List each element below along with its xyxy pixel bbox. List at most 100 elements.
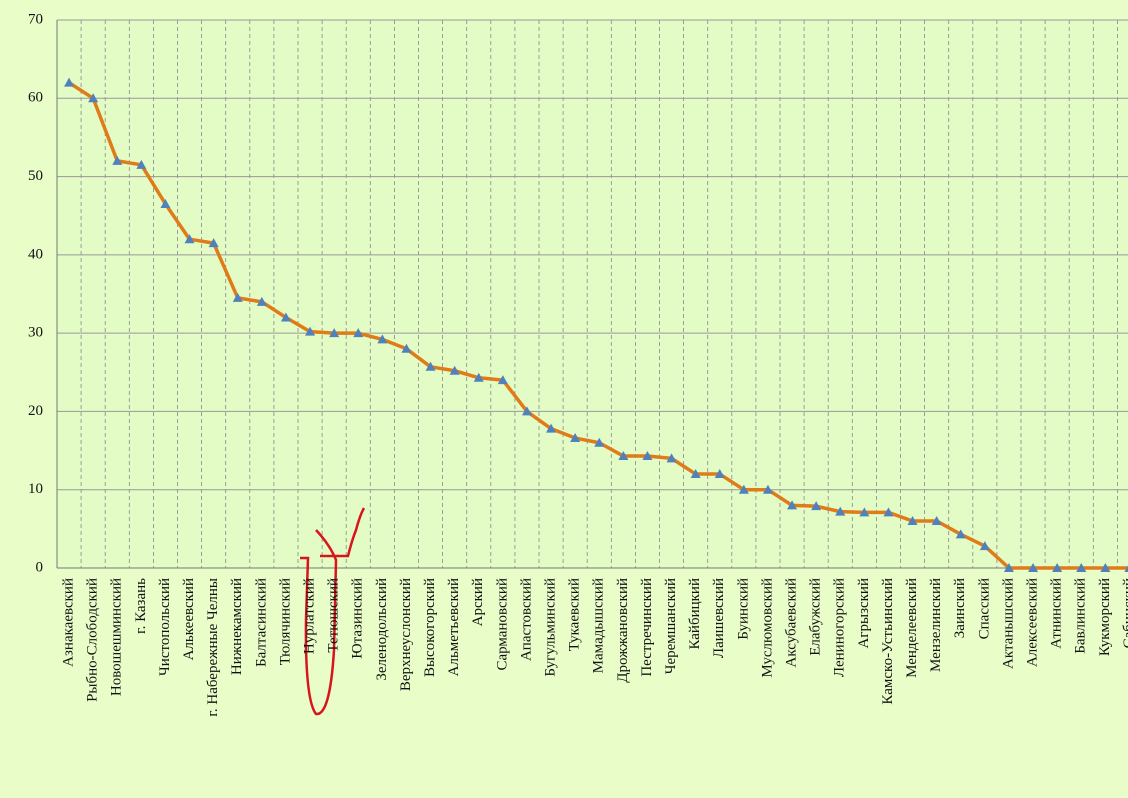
point-marker (762, 484, 773, 494)
y-tick-label: 0 (36, 559, 44, 575)
point-marker (690, 469, 701, 479)
point-marker (1124, 565, 1128, 572)
x-tick-label: Нурлатский (301, 578, 317, 654)
x-tick-label: Кукморский (1097, 578, 1113, 656)
point-marker (305, 326, 316, 336)
x-tick-label: Кайбицкий (687, 578, 703, 650)
x-tick-label: Мамадышский (591, 578, 607, 673)
x-tick-label: Актанышский (1000, 578, 1016, 669)
x-tick-label: Апастовский (518, 578, 534, 661)
point-marker (979, 541, 990, 551)
point-marker (907, 516, 918, 526)
x-tick-label: Атнинский (1049, 578, 1065, 649)
y-tick-label: 30 (28, 325, 43, 341)
point-marker (859, 507, 870, 517)
x-tick-label: Рыбно-Слободский (85, 578, 101, 702)
x-tick-label: Азнакаевский (60, 578, 76, 667)
x-tick-label: Сармановский (494, 578, 510, 671)
x-tick-label: Бавлинский (1073, 578, 1089, 654)
x-tick-label: Высокогорский (422, 578, 438, 677)
y-tick-label: 60 (28, 90, 43, 106)
point-marker (377, 334, 388, 344)
point-marker (1100, 563, 1111, 572)
point-marker (835, 506, 846, 516)
y-tick-label: 70 (28, 11, 43, 27)
x-tick-label: Алькеевский (181, 578, 197, 660)
x-tick-label: Черемшанский (663, 578, 679, 674)
x-tick-label: Елабужский (808, 578, 824, 656)
point-marker (1076, 563, 1087, 572)
x-tick-label: Менделеевский (904, 578, 920, 678)
x-tick-label: Аксубаевский (783, 578, 799, 667)
x-tick-label: Нижнекамский (229, 578, 245, 675)
x-tick-label: Бугульминский (542, 578, 558, 677)
grid (56, 19, 1128, 569)
point-marker (353, 328, 364, 338)
point-marker (280, 312, 291, 322)
plot-area (57, 20, 1128, 568)
y-tick-label: 50 (28, 168, 43, 184)
x-tick-label: Заинский (952, 578, 968, 638)
point-marker (401, 343, 412, 353)
point-marker (1003, 563, 1014, 572)
point-marker (425, 361, 436, 371)
point-marker (497, 375, 508, 385)
point-marker (473, 372, 484, 382)
point-marker (738, 484, 749, 494)
y-tick-label: 10 (28, 481, 43, 497)
point-marker (618, 451, 629, 461)
x-tick-label: Камско-Устьинский (880, 578, 896, 705)
x-tick-label: Верхнеуслонский (398, 578, 414, 691)
x-tick-label: Зеленодольский (374, 578, 390, 681)
point-marker (1052, 563, 1063, 572)
x-tick-label: Дрожжановский (615, 578, 631, 683)
point-marker (136, 159, 147, 169)
point-marker (521, 406, 532, 416)
x-tick-label: Арский (470, 578, 486, 626)
x-tick-label: г. Казань (133, 578, 149, 634)
point-marker (594, 437, 605, 447)
x-tick-label: Лениногорский (832, 578, 848, 677)
x-tick-label: Сабинский (1121, 578, 1128, 648)
x-tick-label: Тюлячинский (277, 578, 293, 665)
point-marker (232, 292, 243, 302)
hand-annotation (300, 507, 366, 716)
point-marker (329, 328, 340, 338)
x-tick-label: Тукаевский (567, 578, 583, 651)
x-tick-label: Тетюшский (326, 578, 342, 653)
y-tick-label: 20 (28, 403, 43, 419)
x-tick-label: Мензелинский (928, 578, 944, 672)
point-marker (811, 501, 822, 511)
x-tick-label: Буинский (735, 578, 751, 640)
point-marker (787, 500, 798, 510)
point-marker (955, 529, 966, 539)
point-marker (112, 155, 123, 165)
x-tick-label: Альметьевский (446, 578, 462, 676)
x-tick-label: Чистопольский (157, 578, 173, 676)
point-marker (642, 451, 653, 461)
x-tick-label: Новошешминский (109, 578, 125, 696)
point-marker (931, 516, 942, 526)
x-tick-label: Балтасинский (253, 578, 269, 667)
x-tick-label: Лаишевский (711, 578, 727, 658)
y-tick-label: 40 (28, 246, 43, 262)
point-marker (570, 433, 581, 443)
point-marker (64, 77, 75, 87)
x-tick-label: Агрызский (856, 578, 872, 649)
x-tick-label: Алексеевский (1024, 578, 1040, 667)
point-marker (160, 198, 171, 208)
point-marker (184, 234, 195, 244)
point-marker (449, 365, 460, 375)
point-marker (88, 93, 99, 103)
marks (64, 77, 1128, 572)
point-marker (546, 423, 557, 433)
x-tick-label: Пестречинский (639, 578, 655, 677)
point-marker (714, 469, 725, 479)
point-marker (208, 238, 219, 248)
point-marker (1028, 563, 1039, 572)
point-marker (883, 507, 894, 517)
x-tick-label: Муслюмовский (759, 578, 775, 678)
point-marker (256, 296, 267, 306)
x-tick-label: Ютазинский (350, 578, 366, 659)
